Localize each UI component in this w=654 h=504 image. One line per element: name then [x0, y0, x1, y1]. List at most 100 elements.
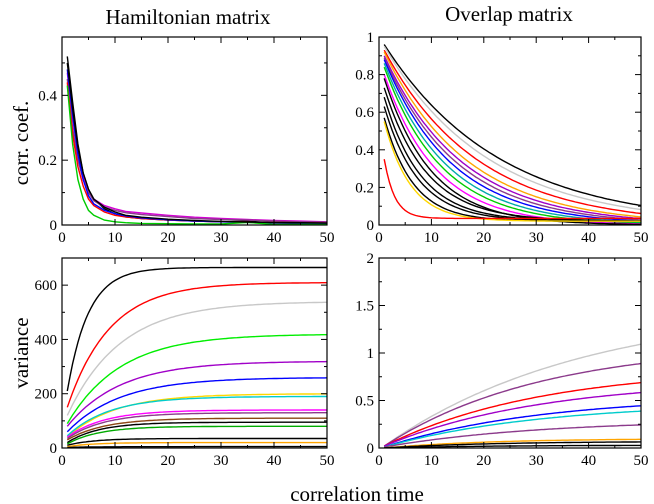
- series-line-bl-v3: [66, 282, 327, 408]
- y-tick-label-tl: 0.2: [38, 153, 57, 169]
- series-line-bl-v6: [66, 377, 327, 433]
- series-line-bl-v11: [66, 417, 327, 441]
- series-line-br-w4: [383, 391, 641, 447]
- series-line-tr-d8: [383, 63, 641, 223]
- x-tick-label-br: 20: [476, 453, 491, 469]
- series-line-br-w8: [384, 438, 641, 448]
- y-tick-label-br: 2: [367, 251, 375, 267]
- series-line-br-w3: [383, 381, 641, 447]
- x-tick-label-tr: 30: [529, 230, 544, 246]
- series-line-tr-d10: [383, 74, 641, 225]
- x-tick-label-bl: 30: [214, 453, 229, 469]
- series-line-br-w7: [384, 424, 641, 448]
- series-line-bl-v14: [67, 437, 327, 446]
- series-line-bl-v12: [66, 421, 327, 444]
- x-tick-label-bl: 40: [267, 453, 282, 469]
- series-line-tr-d15: [383, 117, 641, 222]
- y-tick-label-bl: 600: [35, 278, 58, 294]
- x-tick-label-tr: 0: [375, 230, 383, 246]
- series-line-bl-v16: [67, 445, 327, 448]
- x-tick-label-tr: 40: [581, 230, 596, 246]
- series-line-tl-s3: [66, 79, 327, 223]
- y-tick-label-tr: 1: [367, 30, 375, 46]
- y-tick-label-bl: 0: [50, 441, 58, 457]
- x-tick-label-tl: 50: [320, 230, 335, 246]
- series-line-br-w2: [383, 362, 641, 447]
- y-tick-label-tr: 0.6: [355, 105, 374, 121]
- x-tick-label-tr: 10: [424, 230, 439, 246]
- series-line-bl-v5: [66, 360, 327, 427]
- x-tick-label-br: 30: [529, 453, 544, 469]
- series-line-bl-v10: [66, 412, 327, 440]
- x-tick-label-tr: 20: [476, 230, 491, 246]
- series-line-tr-d3: [383, 49, 641, 215]
- ylabel-top: corr. coef.: [9, 101, 33, 186]
- y-tick-label-tr: 0.4: [355, 143, 374, 159]
- series-line-tr-d5: [383, 55, 641, 220]
- y-tick-label-tl: 0.4: [38, 88, 57, 104]
- y-tick-label-br: 1.5: [355, 299, 374, 315]
- panel-tl: 0 10 20 30 40 50 0 0.2 0.4: [38, 36, 335, 246]
- y-tick-label-tr: 0.2: [355, 180, 374, 196]
- x-tick-label-br: 40: [581, 453, 596, 469]
- x-tick-label-bl: 50: [320, 453, 335, 469]
- x-tick-label-bl: 20: [161, 453, 176, 469]
- series-line-bl-v1: [66, 266, 327, 392]
- series-line-bl-v13: [66, 425, 327, 445]
- series-line-tl-s7: [66, 62, 327, 224]
- series-line-tr-d1: [383, 44, 641, 207]
- series-line-tr-d16: [383, 121, 641, 222]
- xlabel: correlation time: [290, 482, 424, 504]
- x-tick-label-br: 50: [634, 453, 649, 469]
- series-line-tr-d6: [383, 57, 641, 221]
- series-line-bl-v4: [66, 334, 327, 424]
- panel-br: 0 10 20 30 40 50 0 0.5 1 1.5 2: [355, 251, 648, 469]
- series-line-tr-d7: [383, 59, 641, 222]
- series-group-br: [383, 343, 641, 448]
- y-tick-label-br: 0: [367, 441, 375, 457]
- title-overlap: Overlap matrix: [445, 2, 573, 26]
- series-line-bl-v7: [66, 393, 327, 438]
- x-tick-label-tl: 40: [267, 230, 282, 246]
- series-line-br-w1: [383, 343, 641, 447]
- series-line-bl-v9: [66, 409, 327, 438]
- y-tick-label-bl: 400: [35, 332, 58, 348]
- series-line-bl-v2: [66, 301, 327, 416]
- y-tick-label-tl: 0: [50, 218, 58, 234]
- x-tick-label-br: 10: [424, 453, 439, 469]
- plot-frame-tl: [61, 36, 328, 226]
- series-line-tl-s2: [66, 72, 327, 223]
- series-line-tl-s1: [66, 56, 327, 225]
- x-tick-label-bl: 10: [108, 453, 123, 469]
- x-tick-label-bl: 0: [58, 453, 66, 469]
- y-tick-label-bl: 200: [35, 387, 58, 403]
- x-tick-label-tl: 30: [214, 230, 229, 246]
- y-tick-label-br: 0.5: [355, 394, 374, 410]
- series-line-tr-d17: [383, 159, 641, 220]
- x-tick-label-tl: 20: [161, 230, 176, 246]
- series-group-bl: [66, 266, 327, 448]
- y-tick-label-tr: 0.8: [355, 68, 374, 84]
- series-line-br-w9: [384, 441, 641, 448]
- series-line-tr-d4: [383, 51, 641, 218]
- series-line-bl-v8: [66, 395, 327, 437]
- panel-tr: 0 10 20 30 40 50 0 0.2 0.4 0.6 0.8 1: [355, 30, 648, 246]
- x-tick-label-tl: 0: [58, 230, 66, 246]
- y-tick-label-tr: 0: [367, 218, 375, 234]
- series-line-tl-s6: [66, 85, 327, 225]
- x-tick-label-br: 0: [375, 453, 383, 469]
- title-hamiltonian: Hamiltonian matrix: [105, 5, 271, 29]
- series-line-tl-s5: [66, 69, 327, 225]
- series-line-bl-v15: [67, 441, 327, 448]
- series-line-br-w5: [383, 405, 641, 448]
- series-group-tl: [66, 56, 327, 225]
- series-line-tr-d2: [383, 46, 641, 211]
- series-line-br-w6: [384, 410, 641, 448]
- series-line-br-w10: [384, 444, 641, 448]
- x-tick-label-tr: 50: [634, 230, 649, 246]
- y-tick-label-br: 1: [367, 346, 375, 362]
- ylabel-bottom: variance: [9, 317, 33, 388]
- panel-bl: 0 10 20 30 40 50 0 200 400 600: [35, 257, 335, 469]
- x-tick-label-tl: 10: [108, 230, 123, 246]
